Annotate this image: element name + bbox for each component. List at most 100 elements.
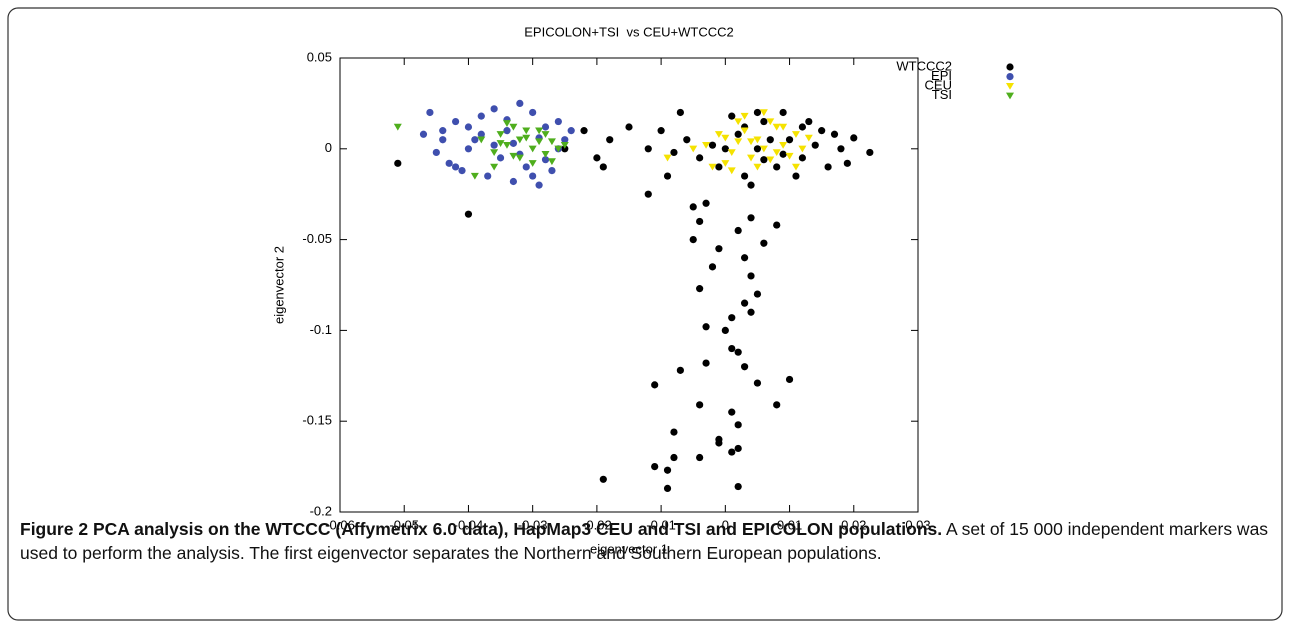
legend-marker bbox=[1006, 63, 1014, 71]
chart-title: EPICOLON+TSI vs CEU+WTCCC2 bbox=[524, 24, 733, 39]
point bbox=[547, 138, 556, 146]
point bbox=[741, 299, 749, 307]
point bbox=[779, 150, 787, 158]
point bbox=[515, 154, 524, 162]
point bbox=[773, 221, 781, 229]
point bbox=[419, 130, 428, 138]
point bbox=[741, 254, 749, 262]
point bbox=[535, 138, 544, 146]
point bbox=[477, 130, 485, 138]
point bbox=[753, 108, 762, 117]
y-tick-label: -0.15 bbox=[302, 413, 332, 428]
point bbox=[529, 108, 537, 117]
point bbox=[490, 105, 498, 113]
point bbox=[477, 136, 486, 144]
point bbox=[734, 118, 743, 126]
point bbox=[773, 163, 781, 171]
point bbox=[554, 117, 562, 126]
point bbox=[753, 136, 762, 144]
point bbox=[818, 127, 826, 135]
point bbox=[792, 172, 800, 180]
point bbox=[516, 99, 524, 107]
point bbox=[458, 166, 466, 175]
point bbox=[689, 203, 697, 211]
point bbox=[772, 149, 781, 157]
point bbox=[772, 123, 781, 131]
point bbox=[439, 127, 447, 135]
point bbox=[393, 123, 402, 131]
point bbox=[798, 123, 807, 131]
point bbox=[734, 348, 742, 356]
point bbox=[599, 475, 607, 483]
y-tick-label: 0 bbox=[325, 140, 332, 155]
point bbox=[522, 127, 531, 135]
point bbox=[785, 375, 794, 384]
point bbox=[779, 141, 788, 149]
point bbox=[580, 127, 588, 135]
point bbox=[747, 154, 756, 162]
point bbox=[747, 272, 755, 280]
point bbox=[727, 149, 736, 157]
point bbox=[528, 145, 537, 153]
point bbox=[811, 141, 819, 149]
point bbox=[490, 149, 499, 157]
x-tick-label: 0.01 bbox=[777, 517, 802, 532]
x-tick-label: -0.03 bbox=[518, 517, 548, 532]
point bbox=[477, 112, 485, 120]
point bbox=[728, 344, 736, 353]
x-tick-label: -0.02 bbox=[582, 517, 612, 532]
point bbox=[625, 123, 633, 131]
point bbox=[509, 152, 518, 160]
point bbox=[644, 190, 652, 198]
y-axis-label: eigenvector 2 bbox=[271, 246, 286, 324]
point bbox=[503, 127, 511, 135]
y-tick-label: -0.2 bbox=[310, 503, 332, 518]
point bbox=[541, 156, 550, 164]
point bbox=[798, 145, 807, 153]
point bbox=[439, 136, 447, 144]
point bbox=[547, 158, 556, 166]
y-tick-label: 0.05 bbox=[307, 49, 332, 64]
point bbox=[715, 439, 723, 447]
point bbox=[670, 453, 678, 462]
legend-label: WTCCC2 bbox=[896, 58, 952, 73]
point bbox=[753, 379, 762, 387]
point bbox=[791, 163, 800, 171]
point bbox=[502, 141, 511, 149]
point bbox=[452, 163, 460, 171]
point bbox=[696, 401, 704, 409]
point bbox=[663, 484, 672, 492]
point bbox=[561, 136, 569, 144]
x-tick-label: -0.06 bbox=[325, 517, 355, 532]
point bbox=[741, 172, 749, 180]
point bbox=[599, 163, 607, 171]
point bbox=[728, 314, 736, 322]
point bbox=[696, 217, 704, 226]
point bbox=[850, 134, 858, 142]
caption-label: Figure 2 bbox=[20, 519, 89, 539]
point bbox=[734, 130, 742, 138]
point bbox=[766, 118, 775, 126]
point bbox=[747, 138, 756, 146]
point bbox=[734, 482, 742, 491]
point bbox=[426, 108, 434, 117]
point bbox=[496, 140, 505, 147]
y-tick-label: -0.1 bbox=[310, 322, 332, 337]
point bbox=[714, 131, 723, 138]
point bbox=[779, 123, 788, 131]
point bbox=[702, 323, 710, 331]
point bbox=[651, 463, 659, 471]
point bbox=[727, 167, 736, 175]
point bbox=[721, 134, 730, 142]
point bbox=[509, 139, 517, 147]
point bbox=[535, 181, 543, 189]
point bbox=[805, 117, 813, 126]
point bbox=[785, 136, 794, 144]
point bbox=[689, 145, 698, 153]
point bbox=[715, 163, 723, 171]
point bbox=[541, 131, 550, 138]
point bbox=[490, 163, 499, 171]
point bbox=[766, 136, 774, 144]
point bbox=[663, 466, 672, 474]
legend-label: EPI bbox=[931, 68, 952, 83]
